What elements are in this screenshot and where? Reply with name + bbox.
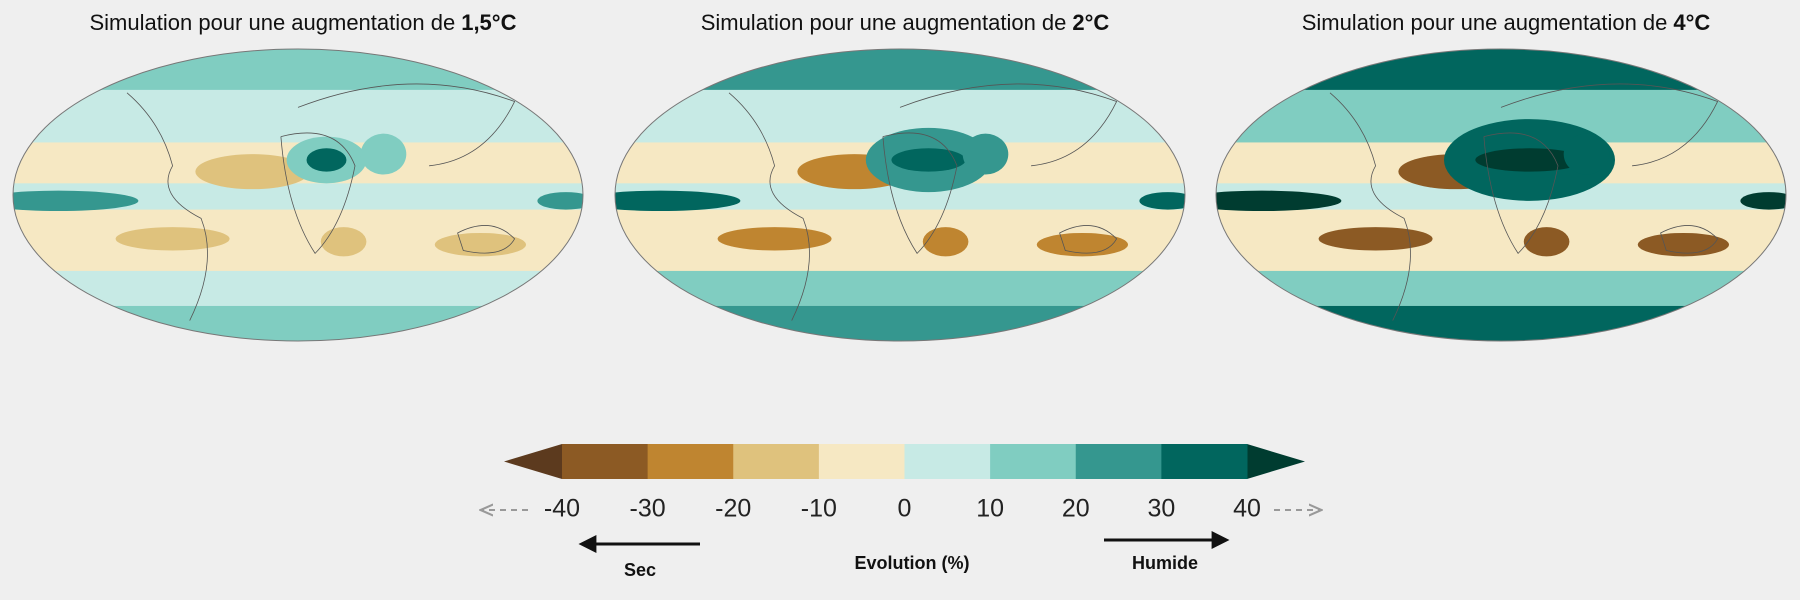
- panel-title: Simulation pour une augmentation de 4°C: [1302, 10, 1711, 35]
- maps: Simulation pour une augmentation de 1,5°C…: [12, 10, 1787, 342]
- coastline: [1660, 225, 1719, 254]
- map-band: [13, 270, 583, 307]
- map-band: [615, 49, 1185, 91]
- colorbar-tick-label: 0: [898, 495, 912, 523]
- coastline: [882, 132, 958, 255]
- map-region: [537, 192, 583, 210]
- map-region: [962, 133, 1009, 175]
- map-band: [13, 89, 583, 144]
- colorbar-bin: [733, 444, 820, 479]
- coastline: [1483, 132, 1559, 255]
- colorbar-bin: [818, 444, 905, 479]
- colorbar-tick-label: -40: [544, 495, 580, 523]
- map-region: [1036, 232, 1128, 257]
- colorbar-label: Evolution (%): [855, 553, 970, 573]
- panel-title: Simulation pour une augmentation de 1,5°C: [90, 10, 517, 35]
- coastline: [297, 83, 516, 167]
- title-text: Simulation pour une augmentation de: [701, 10, 1067, 35]
- colorbar-tick-label: 40: [1233, 495, 1261, 523]
- map-region: [195, 154, 310, 190]
- colorbar-tick-label: 20: [1062, 495, 1090, 523]
- map-band: [615, 183, 1185, 199]
- map-region: [115, 227, 230, 251]
- map-region: [1318, 227, 1433, 251]
- title-temperature: 4°C: [1673, 10, 1710, 35]
- map-band: [615, 305, 1185, 341]
- colorbar-tick-label: -10: [801, 495, 837, 523]
- map-band: [615, 270, 1185, 307]
- colorbar-bin: [990, 444, 1077, 479]
- colorbar-tick-label: -20: [715, 495, 751, 523]
- map-border: [1215, 48, 1787, 342]
- map-band: [1216, 197, 1786, 211]
- colorbar-bin: [647, 444, 734, 479]
- coastline: [899, 83, 1118, 167]
- map: [13, 49, 583, 341]
- title-temperature: 2°C: [1072, 10, 1109, 35]
- map-region: [1740, 192, 1786, 210]
- colorbar-bin: [562, 444, 649, 479]
- map-band: [13, 49, 583, 91]
- map-band: [13, 197, 583, 211]
- title-text: Simulation pour une augmentation de: [1302, 10, 1668, 35]
- map-band: [1216, 305, 1786, 341]
- colorbar-bin: [904, 444, 991, 479]
- coastline: [728, 92, 810, 321]
- map-region: [13, 190, 139, 212]
- map-region: [922, 227, 969, 257]
- map-band: [1216, 49, 1786, 91]
- colorbar-extend-high: [1247, 444, 1305, 479]
- colorbar-tick-label: 10: [976, 495, 1004, 523]
- map-region: [615, 190, 741, 212]
- dry-label: Sec: [624, 560, 656, 580]
- coastline: [1329, 92, 1411, 321]
- coastline: [126, 92, 208, 321]
- map-region: [320, 227, 367, 257]
- map-region: [1139, 192, 1185, 210]
- map-region: [306, 148, 347, 172]
- title-text: Simulation pour une augmentation de: [90, 10, 456, 35]
- map-region: [360, 133, 407, 175]
- map-region: [1563, 133, 1610, 175]
- coastline: [1500, 83, 1719, 167]
- colorbar-tick-label: -30: [630, 495, 666, 523]
- map-border: [614, 48, 1186, 342]
- coastline: [1059, 225, 1118, 254]
- panel-title: Simulation pour une augmentation de 2°C: [701, 10, 1110, 35]
- coastline: [457, 225, 516, 254]
- map-band: [13, 183, 583, 199]
- map-region: [434, 232, 526, 257]
- map-region: [1216, 190, 1342, 212]
- map-region: [717, 227, 832, 251]
- map-region: [891, 148, 966, 172]
- colorbar-tick-label: 30: [1147, 495, 1175, 523]
- map-band: [1216, 270, 1786, 307]
- wet-label: Humide: [1132, 553, 1198, 573]
- map-region: [1523, 227, 1570, 257]
- colorbar-bin: [1161, 444, 1248, 479]
- map-border: [12, 48, 584, 342]
- coastline: [280, 132, 356, 255]
- title-temperature: 1,5°C: [461, 10, 516, 35]
- map-band: [13, 305, 583, 341]
- map-region: [1475, 148, 1584, 172]
- colorbar: -40 -30 -20 -10 0 10 20 30 40: [504, 444, 1305, 523]
- colorbar-extend-low: [504, 444, 562, 479]
- colorbar-bin: [1075, 444, 1162, 479]
- map-region: [1637, 232, 1729, 257]
- map-band: [615, 197, 1185, 211]
